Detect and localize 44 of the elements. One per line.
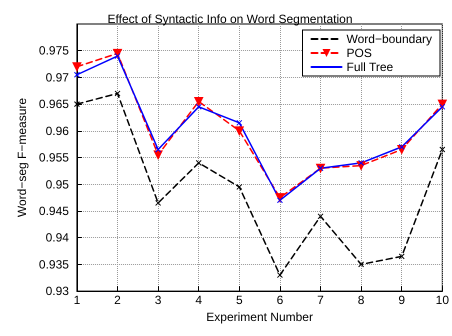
y-tick-label: 0.945 [38, 204, 70, 218]
y-tick-label: 0.95 [46, 177, 70, 192]
y-tick-label: 0.94 [46, 230, 70, 245]
x-tick-label: 6 [276, 293, 284, 308]
y-tick-label: 0.975 [38, 44, 70, 58]
x-tick-label: 9 [398, 293, 406, 308]
x-tick-label: 2 [114, 293, 122, 308]
point [74, 101, 80, 108]
point [234, 126, 244, 136]
point [114, 90, 121, 96]
x-tick-label: 3 [154, 293, 162, 308]
point [155, 146, 162, 153]
point [236, 120, 242, 126]
y-tick-label: 0.965 [38, 97, 70, 112]
point [196, 160, 202, 166]
point [275, 193, 284, 202]
point [439, 146, 446, 153]
y-tick-label: 0.93 [46, 284, 70, 298]
x-tick-label: 4 [195, 293, 202, 308]
point [72, 62, 82, 72]
y-axis-title: Word−seg F−measure [15, 98, 29, 218]
point [358, 261, 364, 268]
y-tick-label: 0.97 [46, 70, 70, 84]
legend-label: Word−boundary [346, 32, 432, 46]
point [74, 72, 80, 78]
point [276, 272, 283, 278]
chart-title: Effect of Syntactic Info on Word Segmentation [107, 12, 353, 26]
x-axis-title: Experiment Number [206, 310, 313, 324]
x-tick-label: 10 [436, 293, 450, 308]
legend-label: POS [346, 46, 372, 60]
point [155, 200, 162, 206]
point [318, 213, 324, 220]
y-tick-label: 0.96 [46, 124, 70, 138]
x-tick-label: 7 [317, 293, 324, 308]
point [236, 184, 242, 190]
x-tick-label: 5 [236, 293, 243, 308]
x-tick-label: 1 [74, 293, 81, 308]
y-tick-label: 0.935 [38, 257, 70, 272]
x-tick-label: 8 [358, 293, 365, 308]
point [398, 253, 405, 260]
y-tick-label: 0.955 [38, 150, 70, 165]
point [196, 104, 202, 110]
legend-label: Full Tree [346, 60, 394, 74]
point [194, 96, 204, 106]
